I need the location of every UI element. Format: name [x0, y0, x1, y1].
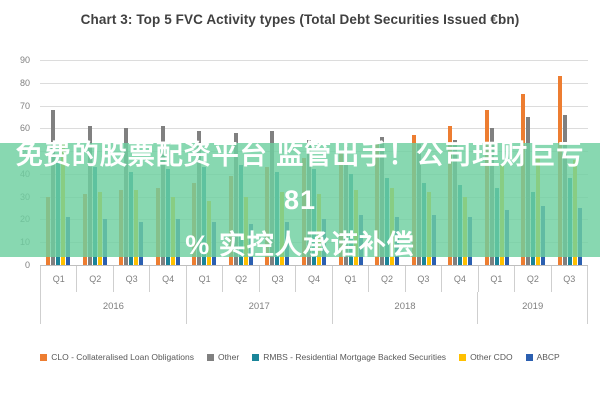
chart-legend: CLO - Collateralised Loan Obligations Oth… [0, 352, 600, 362]
legend-label: Other [217, 352, 240, 362]
quarter-label-row: Q1 Q2 Q3 Q4 Q1 Q2 Q3 Q4 Q1 Q2 Q3 Q4 Q1 Q2 Q3 [40, 266, 589, 292]
legend-label: RMBS - Residential Mortgage Backed Secur… [263, 352, 447, 362]
year-label: 2019 [477, 292, 588, 324]
legend-item: ABCP [525, 352, 560, 362]
legend-item: Other [206, 352, 240, 362]
legend-swatch-icon [525, 353, 533, 361]
y-axis-tick-label: 90 [19, 55, 30, 65]
overlay-text-line2: % 实控人承诺补偿 [185, 229, 415, 260]
legend-item: RMBS - Residential Mortgage Backed Secur… [252, 352, 446, 362]
quarter-label: Q1 [331, 266, 368, 292]
quarter-label: Q2 [514, 266, 550, 292]
gridline [40, 105, 588, 107]
year-label-row: 2016 2017 2018 2019 [40, 292, 588, 324]
quarter-label: Q1 [477, 266, 514, 292]
y-axis-tick-label: 80 [19, 77, 30, 88]
x-axis: Q1 Q2 Q3 Q4 Q1 Q2 Q3 Q4 Q1 Q2 Q3 Q4 Q1 Q2 Q3 2016 2017 2… [40, 265, 589, 324]
legend-swatch-icon [459, 353, 467, 361]
overlay-text-line1: 免费的股票配资平台 监管出手！公司理财巨亏81 [15, 139, 585, 215]
quarter-label: Q1 [185, 266, 222, 292]
quarter-label: Q3 [404, 266, 441, 292]
legend-label: ABCP [536, 352, 560, 362]
legend-swatch-icon [206, 353, 214, 361]
legend-label: CLO - Collateralised Loan Obligations [51, 352, 194, 362]
promo-text-overlay: 免费的股票配资平台 监管出手！公司理财巨亏81 % 实控人承诺补偿 [0, 140, 600, 260]
quarter-label: Q3 [258, 266, 295, 292]
gridline [40, 60, 588, 61]
quarter-label: Q4 [295, 266, 331, 292]
legend-label: Other CDO [470, 352, 513, 362]
gridline [40, 128, 588, 130]
quarter-label: Q4 [441, 266, 477, 292]
legend-item: Other CDO [459, 352, 513, 362]
quarter-label: Q2 [368, 266, 404, 292]
quarter-label: Q3 [112, 266, 149, 292]
gridline [40, 82, 588, 84]
y-axis-tick-label: 70 [19, 100, 30, 111]
quarter-label: Q4 [149, 266, 185, 292]
quarter-label: Q3 [550, 266, 589, 292]
chart-title: Chart 3: Top 5 FVC Activity types (Total… [80, 12, 520, 27]
legend-item: CLO - Collateralised Loan Obligations [40, 352, 194, 362]
quarter-label: Q1 [40, 266, 76, 292]
quarter-label: Q2 [222, 266, 258, 292]
y-axis-tick-label: 0 [24, 260, 30, 270]
legend-swatch-icon [252, 353, 260, 361]
y-axis-tick-label: 60 [19, 123, 30, 134]
quarter-label: Q2 [76, 266, 112, 292]
year-label: 2017 [185, 292, 332, 324]
year-label: 2016 [40, 292, 186, 324]
legend-swatch-icon [40, 353, 48, 361]
year-label: 2018 [331, 292, 478, 324]
